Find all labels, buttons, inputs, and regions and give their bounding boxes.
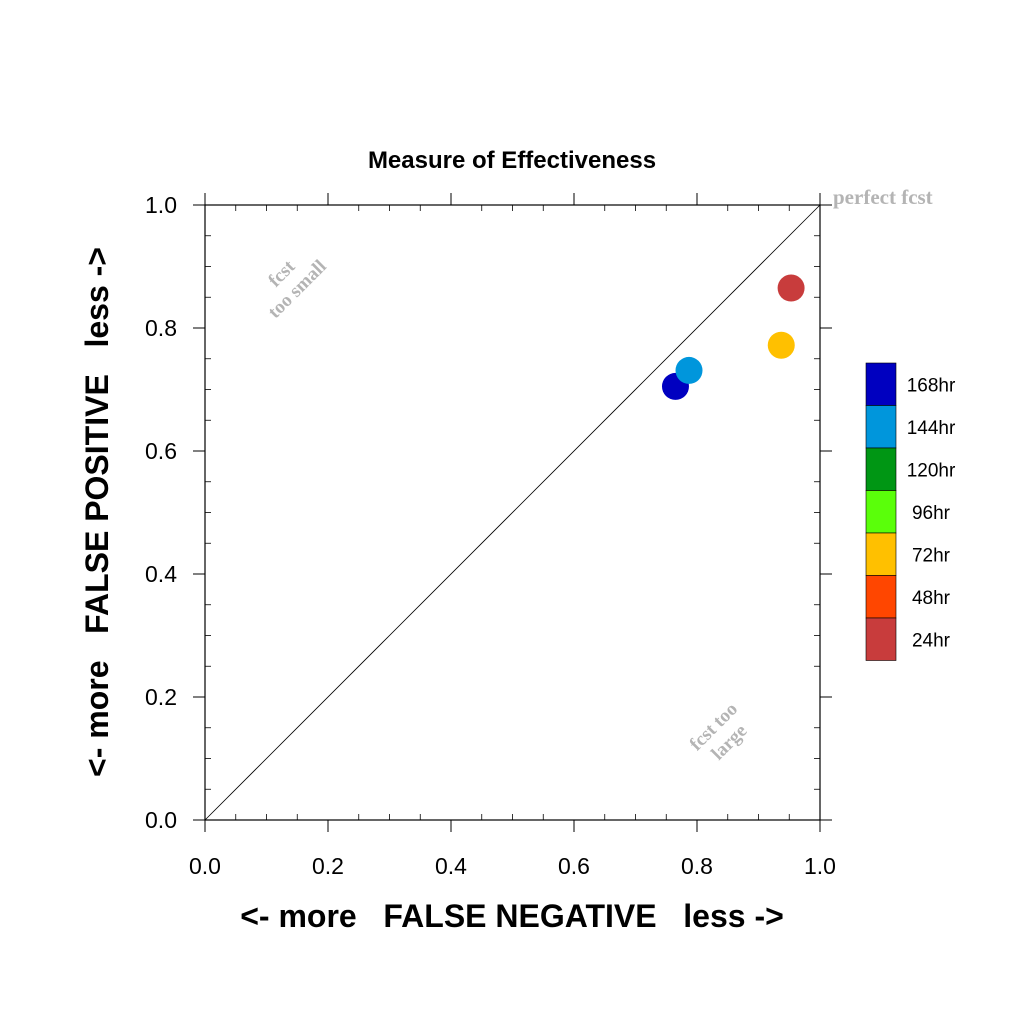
- legend-label-48hr: 48hr: [912, 588, 951, 609]
- annotation-perfect-fcst: perfect fcst: [833, 185, 933, 209]
- chart-title: Measure of Effectiveness: [368, 147, 656, 174]
- y-tick-label: 0.2: [145, 684, 177, 710]
- y-tick-label: 0.4: [145, 561, 177, 587]
- legend-swatch-72hr: [865, 532, 897, 576]
- data-point-24hr: [777, 274, 805, 302]
- legend-label-144hr: 144hr: [907, 418, 956, 439]
- y-tick-label: 0.6: [145, 438, 177, 464]
- x-axis-label: <- more FALSE NEGATIVE less ->: [240, 898, 784, 934]
- tick-marks: [193, 193, 832, 832]
- legend-label-120hr: 120hr: [907, 460, 956, 481]
- annotation-fcst-too-large: fcst too large: [686, 699, 752, 765]
- x-tick-label: 0.8: [681, 853, 713, 879]
- legend: 168hr 144hr 120hr 96hr 72hr 48hr 24hr: [865, 362, 956, 661]
- legend-label-72hr: 72hr: [912, 545, 951, 566]
- x-tick-label: 0.6: [558, 853, 590, 879]
- perfect-forecast-diagonal: [204, 204, 821, 821]
- y-tick-label: 0.0: [145, 807, 177, 833]
- data-points: [661, 274, 805, 400]
- legend-swatch-120hr: [865, 447, 897, 491]
- legend-label-24hr: 24hr: [912, 630, 951, 651]
- legend-swatch-48hr: [865, 575, 897, 619]
- legend-label-96hr: 96hr: [912, 503, 951, 524]
- y-tick-labels: 0.0 0.2 0.4 0.6 0.8 1.0: [145, 192, 177, 833]
- x-tick-label: 0.4: [435, 853, 467, 879]
- x-tick-labels: 0.0 0.2 0.4 0.6 0.8 1.0: [189, 853, 836, 879]
- x-tick-label: 0.2: [312, 853, 344, 879]
- legend-label-168hr: 168hr: [907, 375, 956, 396]
- y-tick-label: 0.8: [145, 315, 177, 341]
- legend-swatch-144hr: [865, 405, 897, 449]
- legend-swatch-168hr: [865, 362, 897, 406]
- legend-swatch-96hr: [865, 490, 897, 534]
- legend-swatch-24hr: [865, 617, 897, 661]
- y-tick-label: 1.0: [145, 192, 177, 218]
- x-tick-label: 1.0: [804, 853, 836, 879]
- data-point-144hr: [675, 356, 703, 384]
- data-point-72hr: [767, 331, 795, 359]
- y-axis-label: <- more FALSE POSITIVE less ->: [79, 247, 115, 777]
- x-tick-label: 0.0: [189, 853, 221, 879]
- annotation-fcst-too-small: fcst too small: [264, 256, 331, 323]
